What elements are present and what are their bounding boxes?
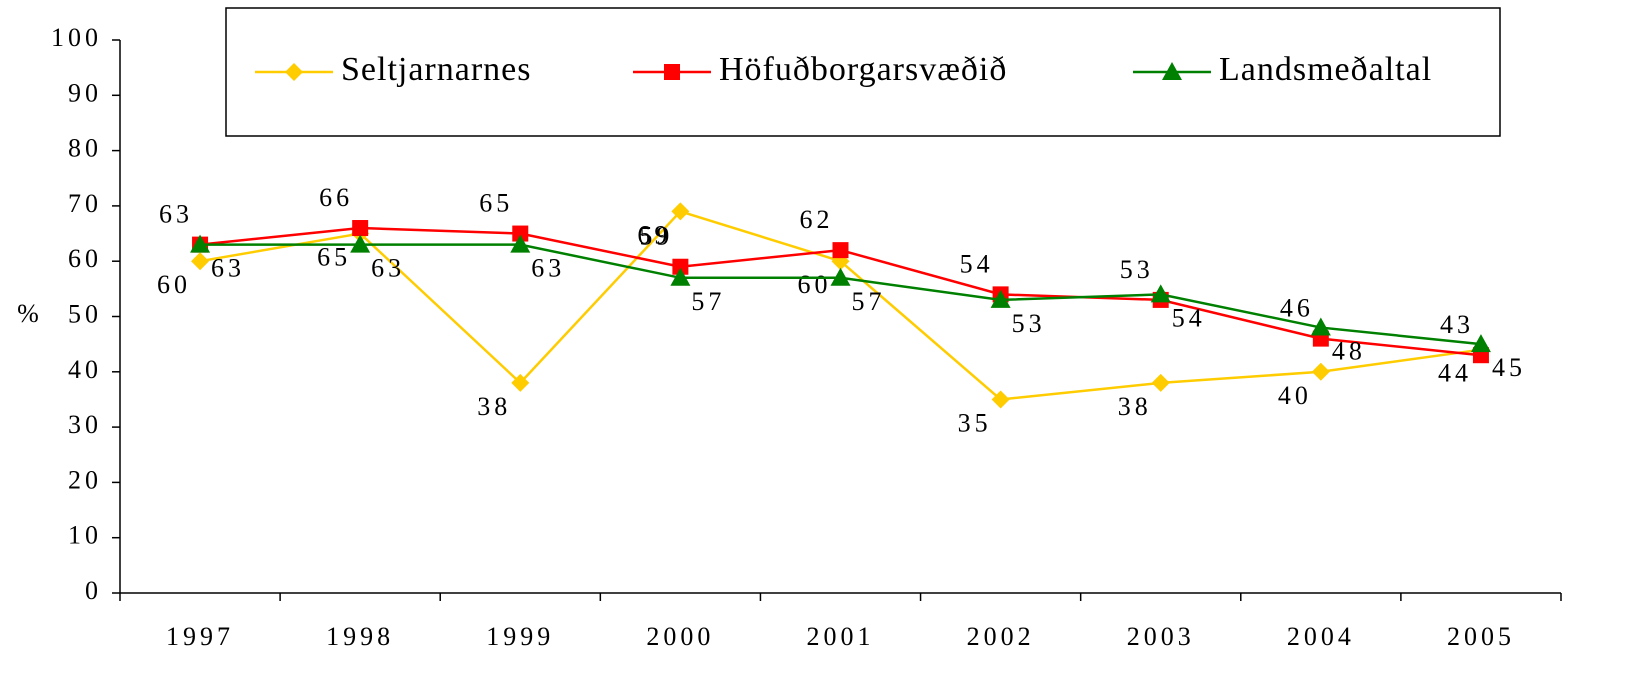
marker <box>1311 362 1330 381</box>
marker <box>511 373 530 392</box>
data-label: 38 <box>477 392 511 421</box>
marker <box>671 202 690 221</box>
marker <box>191 252 210 271</box>
x-tick-label: 2003 <box>1127 622 1195 651</box>
marker <box>670 267 691 286</box>
data-label: 35 <box>958 408 992 437</box>
data-label: 48 <box>1332 337 1366 366</box>
x-tick-label: 1997 <box>166 622 234 651</box>
data-label: 62 <box>800 205 834 234</box>
data-label: 57 <box>691 287 725 316</box>
data-label: 60 <box>798 270 832 299</box>
y-axis-label: % <box>17 299 43 328</box>
y-tick-label: 100 <box>51 23 102 52</box>
marker <box>512 225 529 242</box>
y-tick-label: 40 <box>68 355 102 384</box>
data-label: 63 <box>211 254 245 283</box>
marker <box>352 220 369 237</box>
y-tick-label: 50 <box>68 299 102 328</box>
marker <box>1310 317 1331 336</box>
data-label: 66 <box>319 183 353 212</box>
data-label: 63 <box>159 200 193 229</box>
marker <box>832 242 849 259</box>
y-tick-label: 30 <box>68 410 102 439</box>
marker <box>830 267 851 286</box>
data-label: 69 <box>637 220 671 249</box>
marker <box>664 64 680 80</box>
x-tick-label: 2005 <box>1447 622 1515 651</box>
x-tick-label: 2004 <box>1287 622 1355 651</box>
data-label: 54 <box>1172 303 1206 332</box>
marker <box>1470 334 1491 353</box>
marker <box>1162 62 1182 80</box>
data-label: 46 <box>1280 294 1314 323</box>
data-label: 60 <box>157 270 191 299</box>
x-tick-label: 2000 <box>646 622 714 651</box>
x-tick-label: 2002 <box>967 622 1035 651</box>
legend-label: Landsmeðaltal <box>1219 51 1432 88</box>
x-tick-label: 1998 <box>326 622 394 651</box>
data-label: 65 <box>479 189 513 218</box>
y-tick-label: 20 <box>68 465 102 494</box>
data-label: 53 <box>1012 309 1046 338</box>
data-label: 43 <box>1440 310 1474 339</box>
legend-box <box>225 7 1501 137</box>
marker <box>350 234 371 253</box>
marker <box>672 258 689 275</box>
data-label: 59 <box>639 222 673 251</box>
data-label: 57 <box>852 287 886 316</box>
y-tick-label: 10 <box>68 521 102 550</box>
marker <box>285 63 303 81</box>
data-label: 65 <box>317 243 351 272</box>
marker <box>1151 373 1170 392</box>
marker <box>990 289 1011 308</box>
marker <box>991 390 1010 409</box>
y-tick-label: 70 <box>68 189 102 218</box>
x-tick-label: 1999 <box>486 622 554 651</box>
data-label: 54 <box>960 249 994 278</box>
marker <box>510 234 531 253</box>
y-tick-label: 90 <box>68 78 102 107</box>
data-label: 63 <box>531 254 565 283</box>
data-label: 63 <box>371 254 405 283</box>
data-label: 44 <box>1438 359 1472 388</box>
y-tick-label: 60 <box>68 244 102 273</box>
legend-label: Höfuðborgarsvæðið <box>719 51 1007 88</box>
y-tick-label: 0 <box>85 576 102 605</box>
x-tick-label: 2001 <box>807 622 875 651</box>
data-label: 53 <box>1120 255 1154 284</box>
marker <box>1150 284 1171 303</box>
legend-label: Seltjarnarnes <box>341 51 532 88</box>
data-label: 38 <box>1118 392 1152 421</box>
data-label: 45 <box>1492 353 1526 382</box>
y-tick-label: 80 <box>68 134 102 163</box>
marker <box>190 234 211 253</box>
data-label: 40 <box>1278 381 1312 410</box>
